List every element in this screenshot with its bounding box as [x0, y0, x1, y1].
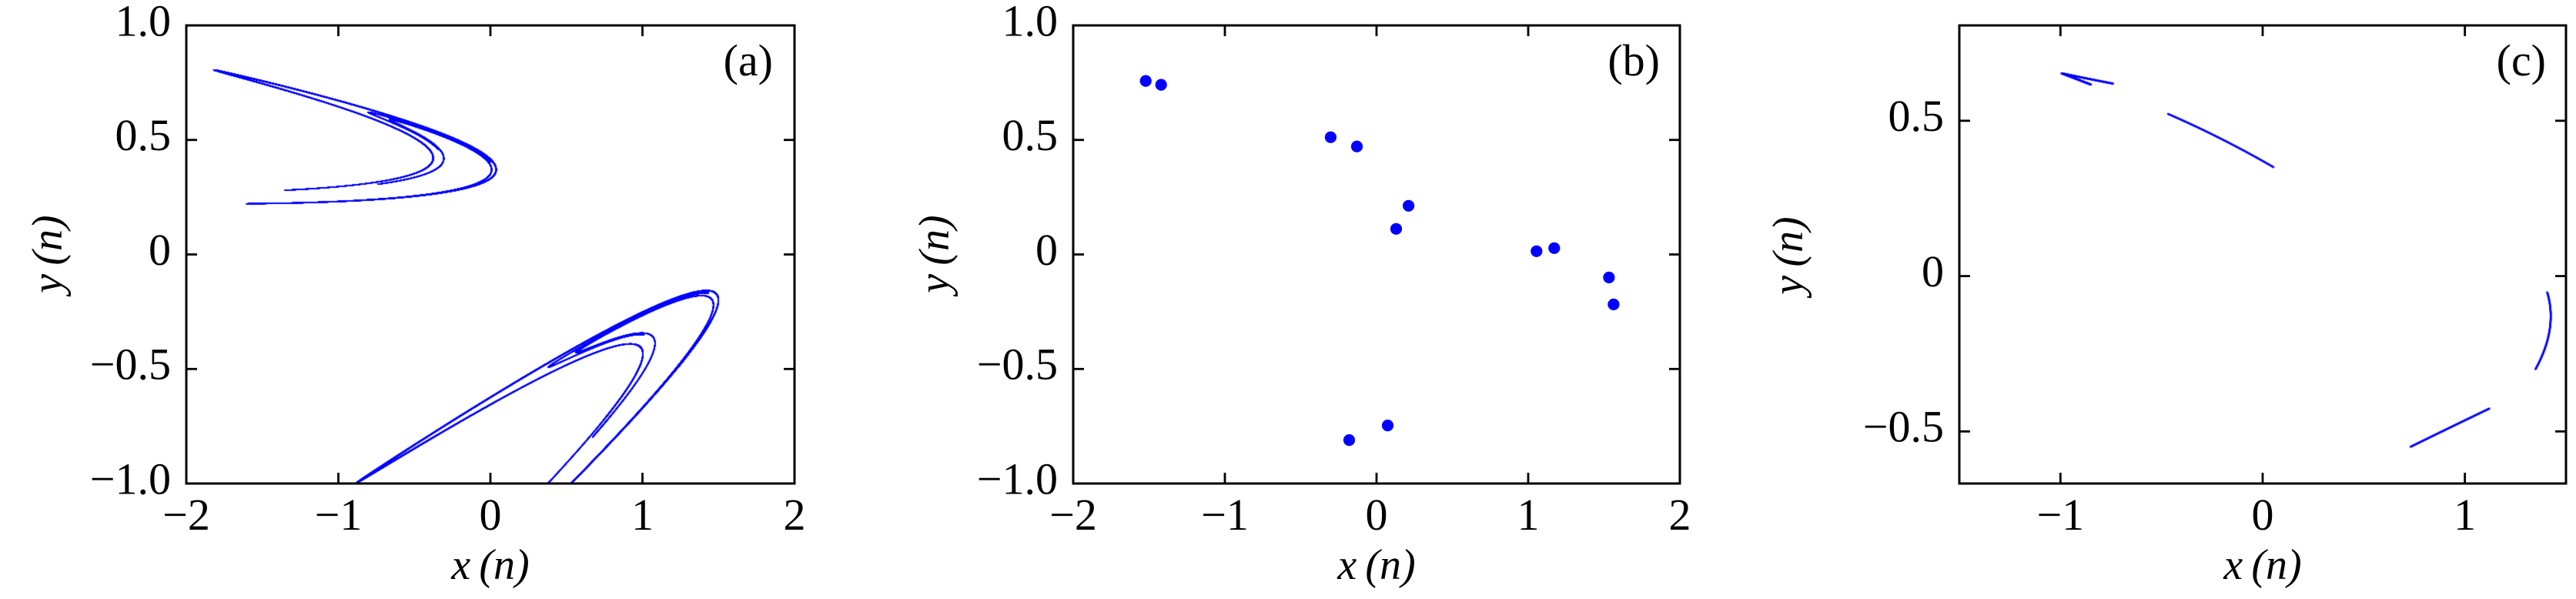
svg-text:0.5: 0.5 [115, 110, 172, 160]
svg-text:0: 0 [480, 490, 502, 540]
svg-text:−0.5: −0.5 [977, 340, 1058, 390]
svg-text:−1: −1 [2036, 490, 2084, 540]
svg-text:x (n): x (n) [450, 541, 529, 589]
svg-text:0: 0 [1366, 490, 1388, 540]
svg-text:(c): (c) [2497, 35, 2546, 85]
svg-text:1: 1 [631, 490, 654, 540]
svg-text:−1: −1 [1201, 490, 1249, 540]
svg-text:y (n): y (n) [1765, 216, 1812, 298]
svg-text:x (n): x (n) [2223, 541, 2301, 589]
svg-text:−0.5: −0.5 [1863, 402, 1944, 452]
svg-text:2: 2 [1669, 490, 1691, 540]
svg-text:−1: −1 [315, 490, 363, 540]
svg-text:(b): (b) [1607, 35, 1660, 85]
svg-text:1.0: 1.0 [1002, 0, 1059, 45]
svg-text:−1.0: −1.0 [90, 453, 171, 504]
svg-text:2: 2 [784, 490, 806, 540]
svg-text:−0.5: −0.5 [90, 340, 171, 390]
svg-text:0.5: 0.5 [1002, 110, 1059, 160]
svg-text:1: 1 [1517, 490, 1540, 540]
svg-text:0: 0 [149, 225, 171, 275]
svg-text:0: 0 [2252, 490, 2274, 540]
svg-text:0: 0 [1035, 225, 1058, 275]
svg-text:1: 1 [2454, 490, 2476, 540]
svg-text:(a): (a) [724, 35, 773, 85]
svg-text:0.5: 0.5 [1889, 91, 1945, 141]
svg-text:y (n): y (n) [24, 215, 72, 296]
svg-text:x (n): x (n) [1337, 541, 1415, 589]
svg-text:1.0: 1.0 [115, 0, 172, 45]
svg-text:−1.0: −1.0 [977, 453, 1058, 504]
svg-text:0: 0 [1922, 246, 1944, 296]
svg-text:y (n): y (n) [911, 215, 958, 296]
